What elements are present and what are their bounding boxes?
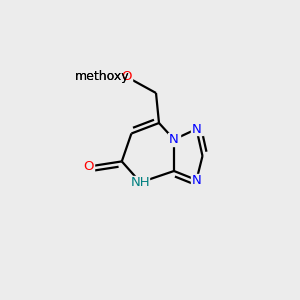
Text: N: N [192,173,201,187]
Text: methoxy: methoxy [75,70,129,83]
Text: N: N [169,133,179,146]
Text: O: O [121,70,131,83]
Text: NH: NH [130,176,150,189]
Bar [168,133,180,146]
Bar [83,160,94,173]
Bar [89,70,115,83]
Text: N: N [192,122,201,136]
Bar [190,174,202,186]
Text: methoxy: methoxy [75,70,129,83]
Bar [120,70,132,83]
Text: O: O [83,160,94,173]
Bar [85,69,118,84]
Bar [190,123,202,135]
Bar [132,176,149,189]
